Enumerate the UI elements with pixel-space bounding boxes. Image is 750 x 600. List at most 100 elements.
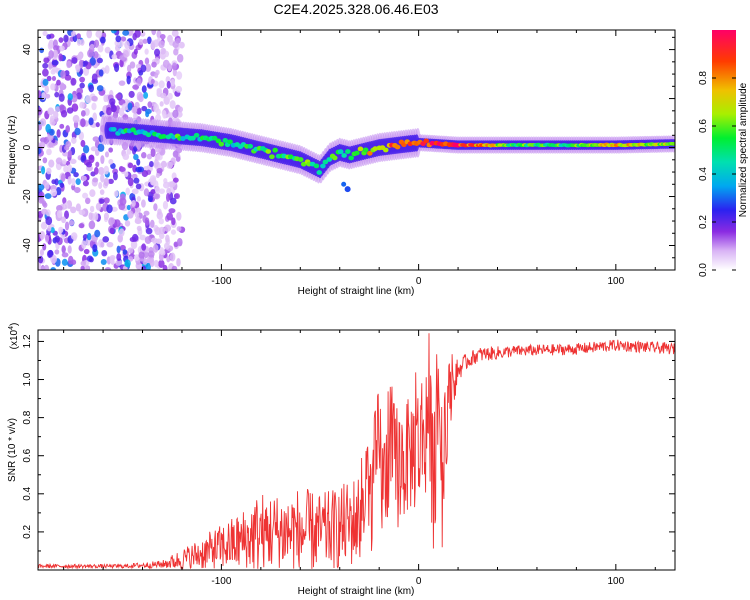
noise-blob — [81, 240, 87, 249]
x-tick-label: 100 — [607, 576, 624, 587]
noise-blob — [110, 162, 116, 169]
noise-blob — [103, 94, 108, 103]
noise-blob — [141, 243, 147, 251]
y-tick-label: 0.8 — [22, 410, 33, 424]
noise-blob — [88, 117, 94, 126]
noise-blob — [46, 148, 52, 156]
colorbar-tick-label: 0.2 — [698, 215, 709, 229]
noise-blob — [162, 59, 170, 69]
x-tick-label: -100 — [211, 276, 231, 287]
noise-blob — [144, 236, 152, 244]
spectrogram-frame — [37, 29, 676, 271]
noise-blob — [118, 80, 126, 86]
noise-blob — [103, 212, 109, 220]
noise-blob — [126, 204, 131, 211]
noise-blob — [128, 90, 135, 98]
noise-blob — [170, 157, 176, 166]
noise-blob — [116, 245, 121, 254]
ridge-blob — [331, 155, 338, 161]
noise-blob — [159, 232, 165, 240]
noise-blob — [103, 165, 110, 175]
noise-blob — [139, 30, 146, 37]
ridge-blob — [180, 136, 186, 141]
noise-blob — [100, 155, 105, 164]
noise-blob — [75, 203, 81, 212]
noise-blob — [92, 51, 99, 59]
ridge-blob — [227, 139, 233, 145]
noise-blob — [135, 183, 142, 190]
ridge-blob — [316, 170, 323, 175]
noise-blob — [108, 217, 115, 226]
noise-blob — [150, 189, 156, 195]
noise-blob — [68, 255, 74, 265]
noise-blob — [85, 161, 93, 168]
noise-blob — [46, 226, 52, 232]
noise-blob — [61, 245, 66, 254]
noise-blob — [135, 207, 142, 213]
noise-blob — [162, 200, 169, 210]
noise-blob — [88, 212, 93, 220]
noise-blob — [175, 156, 181, 162]
noise-blob — [93, 212, 99, 221]
noise-blob — [78, 209, 86, 216]
noise-blob — [145, 227, 153, 235]
noise-blob — [124, 259, 131, 268]
ridge-blob — [382, 147, 389, 153]
noise-blob — [75, 178, 81, 185]
noise-blob — [59, 45, 65, 52]
noise-blob — [141, 152, 147, 159]
noise-blob — [70, 31, 76, 37]
noise-blob — [38, 255, 44, 264]
noise-blob — [108, 158, 114, 165]
y-tick-label: 40 — [22, 44, 33, 56]
noise-blob — [166, 212, 173, 221]
noise-blob — [55, 187, 62, 196]
noise-blob — [38, 147, 42, 155]
noise-blob — [80, 265, 85, 270]
noise-blob — [143, 210, 150, 216]
noise-blob — [164, 224, 172, 232]
noise-blob — [155, 172, 160, 179]
noise-blob — [159, 101, 164, 107]
ridge-blob — [322, 159, 329, 165]
noise-blob — [131, 188, 139, 195]
noise-blob — [54, 249, 60, 255]
noise-blob — [103, 177, 110, 187]
y-tick-label: 1.0 — [22, 372, 33, 386]
ridge-blob — [345, 149, 351, 154]
noise-blob — [116, 253, 122, 262]
noise-blob — [170, 78, 176, 87]
noise-blob — [147, 101, 153, 108]
noise-blob — [134, 30, 141, 38]
noise-blob — [149, 258, 155, 268]
noise-blob — [111, 105, 117, 113]
ridge-blob — [423, 138, 430, 144]
noise-blob — [69, 158, 77, 164]
ridge-blob — [247, 143, 254, 149]
noise-blob — [39, 118, 47, 127]
noise-blob — [122, 153, 130, 161]
noise-blob — [157, 208, 162, 215]
noise-blob — [171, 265, 178, 270]
noise-blob — [70, 77, 77, 86]
noise-blob — [138, 251, 145, 259]
noise-blob — [39, 230, 46, 240]
noise-blob — [50, 254, 57, 264]
noise-blob — [118, 166, 126, 172]
noise-blob — [90, 146, 98, 152]
noise-blob — [74, 127, 81, 136]
noise-blob — [51, 59, 59, 66]
noise-blob — [39, 47, 44, 54]
ridge-blob — [222, 137, 229, 143]
noise-blob — [107, 178, 114, 185]
noise-blob — [176, 71, 183, 80]
chart-title: C2E4.2025.328.06.46.E03 — [273, 1, 438, 17]
noise-blob — [71, 137, 77, 144]
noise-blob — [89, 189, 96, 198]
colorbar-tick-label: 0.4 — [698, 167, 709, 181]
noise-blob — [48, 142, 54, 148]
ridge-blob — [357, 146, 364, 152]
noise-blob — [147, 250, 155, 258]
noise-blob — [62, 159, 67, 165]
